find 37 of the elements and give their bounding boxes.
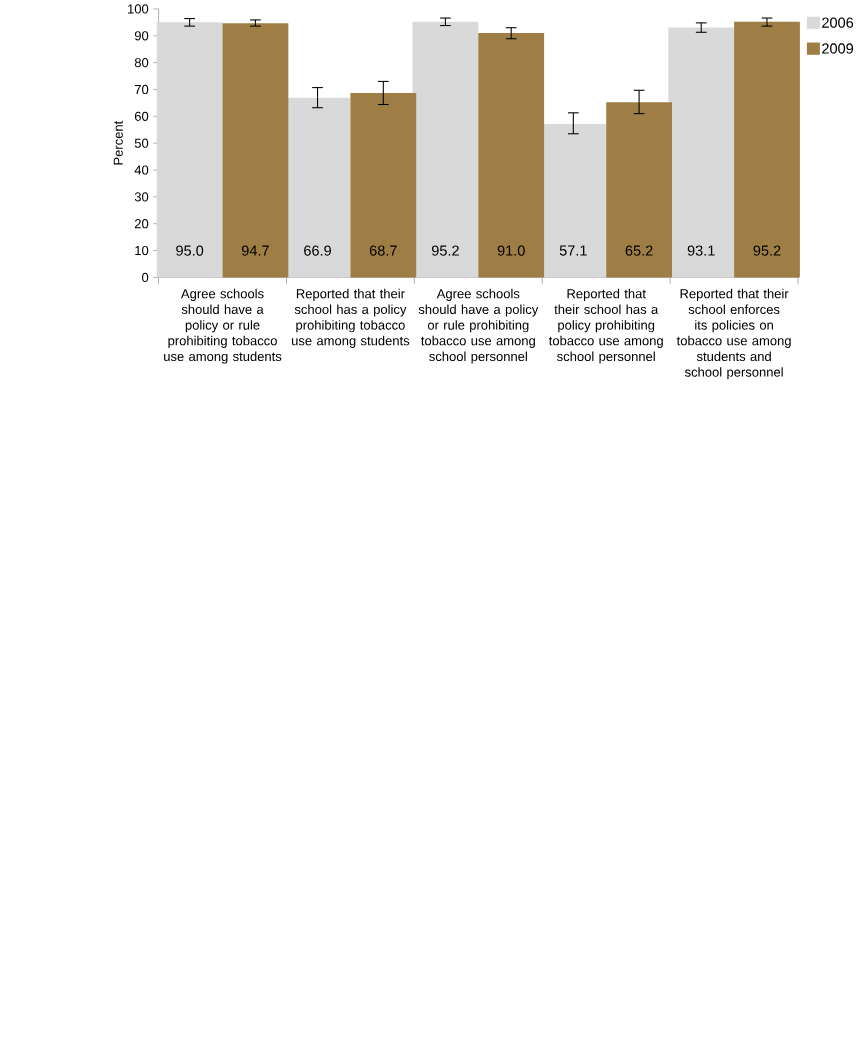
- y-tick-label: 100: [128, 4, 149, 14]
- bar: [606, 102, 673, 278]
- data-label: 57.1: [559, 245, 587, 256]
- legend-label: 2006: [822, 17, 854, 28]
- data-label: 68.7: [370, 245, 397, 256]
- bar: [734, 21, 801, 278]
- legend-label: 2009: [822, 43, 854, 54]
- bar: [156, 22, 223, 278]
- y-tick-label: 10: [135, 245, 149, 256]
- x-tick-label: Reported that their school has a policy prohibiting tobacco use among school personnel: [549, 288, 664, 364]
- y-tick-label: 20: [135, 219, 149, 229]
- data-label: 95.2: [432, 245, 460, 256]
- data-label: 95.2: [753, 245, 781, 256]
- y-tick-label: 70: [135, 84, 149, 95]
- x-tick-label: Agree schools should have a policy or rule prohibiting tobacco use among school personnel: [418, 288, 539, 364]
- data-label: 94.7: [242, 245, 270, 256]
- y-tick-label: 50: [135, 138, 149, 148]
- data-label: 93.1: [687, 245, 715, 256]
- bar: [668, 27, 735, 278]
- bar: [478, 33, 545, 278]
- x-tick-label: Reported that their school has a policy prohibiting tobacco use among students: [292, 288, 410, 348]
- y-tick-label: 40: [134, 165, 149, 175]
- x-tick-label: Agree schools should have a policy or rule prohibiting tobacco use among students: [164, 288, 282, 364]
- x-tick-label: Reported that their school enforces its policies on tobacco use among students and school personnel: [677, 288, 791, 380]
- y-tick-label: 30: [134, 192, 149, 202]
- data-label: 95.0: [176, 245, 204, 256]
- data-label: 91.0: [497, 245, 525, 256]
- y-tick-label: 60: [135, 111, 149, 121]
- data-label: 65.2: [625, 245, 653, 256]
- y-axis-title: Percent: [113, 120, 124, 165]
- y-tick-label: 90: [135, 31, 149, 41]
- bar: [222, 23, 289, 278]
- y-tick-label: 0: [142, 272, 149, 283]
- bar: [350, 92, 417, 278]
- bar: [412, 21, 479, 278]
- data-label: 66.9: [304, 245, 332, 256]
- y-tick-label: 80: [135, 58, 149, 68]
